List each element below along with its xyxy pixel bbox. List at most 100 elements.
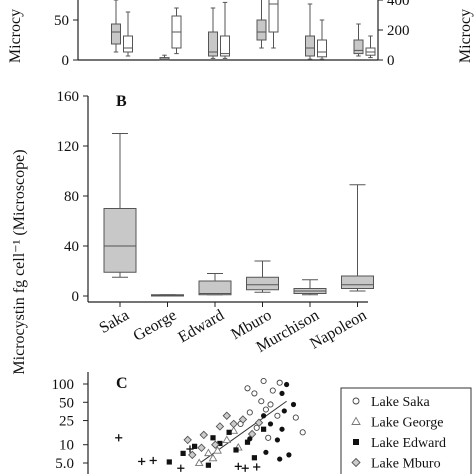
tick-label-y: 80 — [64, 189, 79, 205]
box-iqr — [269, 0, 278, 32]
tick-label-y: 10 — [59, 438, 74, 454]
marker-circle-open — [293, 415, 298, 420]
data-point — [277, 456, 282, 461]
box-iqr — [199, 281, 231, 295]
marker-circle-filled — [261, 413, 266, 418]
box-iqr — [354, 40, 363, 54]
marker-circle-filled — [282, 408, 287, 413]
marker-circle-filled — [247, 436, 252, 441]
tick-label-left: 0 — [62, 53, 70, 69]
data-point — [263, 407, 268, 412]
panel-label: B — [116, 93, 127, 110]
legend-label: Lake George — [371, 416, 443, 431]
box-iqr — [247, 277, 279, 290]
marker-circle-filled — [286, 452, 291, 457]
data-point — [300, 430, 305, 435]
data-point — [275, 437, 280, 442]
data-point — [247, 410, 252, 415]
legend-label: Lake Saka — [371, 395, 430, 410]
data-point — [261, 427, 266, 432]
marker-circle-filled — [284, 382, 289, 387]
tick-label-y: 0 — [72, 289, 80, 305]
tick-label-y: 50 — [59, 395, 74, 411]
legend: Lake Saka Lake George Lake Edward Lake Mbur… — [341, 388, 471, 474]
data-point — [247, 436, 252, 441]
tick-label-y: 5.0 — [55, 456, 74, 472]
marker-circle-open — [259, 399, 264, 404]
data-point — [233, 447, 238, 452]
tick-label-y: 160 — [57, 89, 80, 105]
data-point — [266, 435, 271, 440]
marker-circle-open — [245, 386, 250, 391]
tick-label-y: 40 — [64, 239, 79, 255]
data-point — [261, 378, 266, 383]
data-point — [291, 402, 296, 407]
box-iqr — [257, 20, 266, 40]
box-iqr — [221, 36, 230, 56]
legend-marker — [353, 398, 359, 404]
data-point — [268, 421, 273, 426]
marker-circle-open — [268, 402, 273, 407]
box-iqr — [112, 24, 121, 44]
box-iqr — [318, 40, 327, 57]
marker-circle-open — [263, 407, 268, 412]
marker-circle-filled — [263, 450, 268, 455]
data-point — [275, 413, 280, 418]
y-axis-label: Microcystin fg cell⁻¹ (Microscope) — [11, 149, 28, 374]
marker-circle-open — [277, 380, 282, 385]
data-point — [181, 451, 186, 456]
data-point — [279, 427, 284, 432]
marker-square-filled — [227, 430, 232, 435]
marker-circle-open — [266, 435, 271, 440]
data-point — [277, 380, 282, 385]
marker-square-filled — [261, 427, 266, 432]
data-point — [227, 430, 232, 435]
tick-label-y: 120 — [57, 139, 80, 155]
panel-label: C — [116, 375, 128, 392]
marker-square-filled — [233, 447, 238, 452]
data-point — [263, 450, 268, 455]
marker-circle-filled — [279, 427, 284, 432]
marker-square-filled — [167, 459, 172, 464]
box-iqr — [104, 209, 136, 273]
marker-circle-open — [261, 378, 266, 383]
tick-label-right: 400 — [387, 0, 410, 9]
tick-label-left: 50 — [54, 13, 69, 29]
data-point — [252, 455, 257, 460]
data-point — [279, 391, 284, 396]
marker-circle-open — [270, 388, 275, 393]
tick-label-y: 25 — [59, 414, 74, 430]
data-point — [210, 435, 215, 440]
marker-square-filled — [192, 444, 197, 449]
data-point — [252, 391, 257, 396]
data-point — [261, 413, 266, 418]
marker-square-filled — [206, 463, 211, 468]
marker-circle-filled — [291, 402, 296, 407]
box-iqr — [342, 276, 374, 289]
marker-circle-open — [300, 430, 305, 435]
box-iqr — [124, 36, 133, 52]
box-george — [152, 295, 184, 296]
marker-square-filled — [252, 455, 257, 460]
marker-square-filled — [181, 451, 186, 456]
y-axis-label-right: Microcy — [457, 9, 474, 63]
data-point — [192, 444, 197, 449]
data-point — [167, 459, 172, 464]
data-point — [245, 386, 250, 391]
data-point — [293, 415, 298, 420]
data-point — [282, 408, 287, 413]
marker-circle-filled — [275, 437, 280, 442]
data-point — [259, 399, 264, 404]
data-point — [268, 402, 273, 407]
legend-label: Lake Edward — [371, 436, 446, 451]
marker-circle-open — [275, 413, 280, 418]
y-axis-label-left: Microcy — [7, 9, 24, 63]
data-point — [284, 382, 289, 387]
data-point — [286, 452, 291, 457]
marker-circle-filled — [277, 456, 282, 461]
tick-label-right: 0 — [387, 53, 395, 69]
marker-circle-open — [252, 391, 257, 396]
tick-label-y: 100 — [52, 377, 75, 393]
marker-circle-open — [353, 398, 359, 404]
